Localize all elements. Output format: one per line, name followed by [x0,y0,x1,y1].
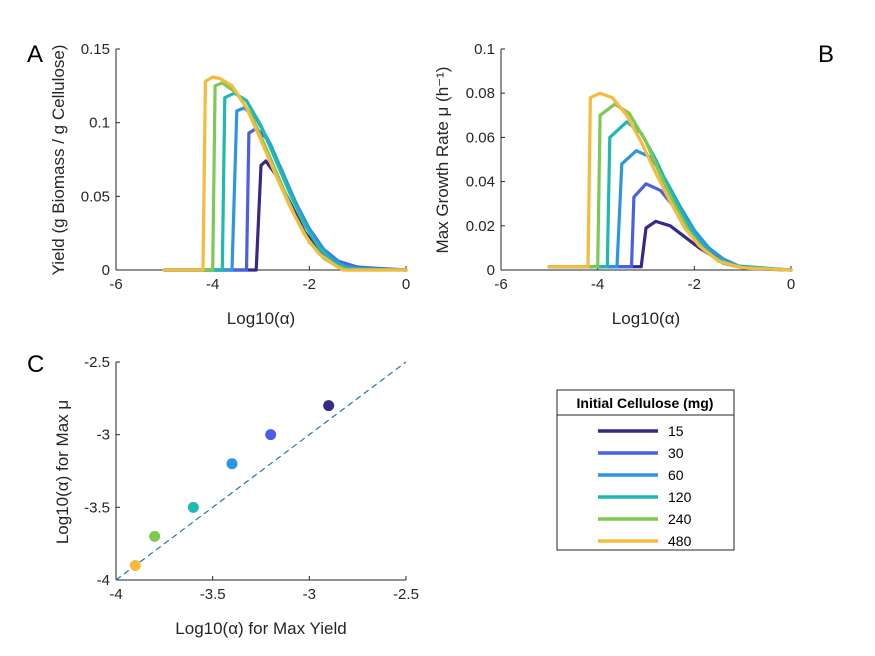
legend-label-240: 240 [668,511,692,527]
y-tick-label: 0.1 [89,115,110,132]
x-tick-label: -3 [303,586,316,603]
x-tick-label: -4 [591,276,604,293]
x-tick-label: 0 [402,276,410,293]
panel-c-marks: -4 -3.5 -3 -2.5 -4 -3.5 -3 -2.5 [84,354,419,603]
legend-label-120: 120 [668,489,692,505]
x-tick-label: -3.5 [200,586,226,603]
y-tick-label: -3.5 [84,499,110,516]
panel-a-ylabel: Yield (g Biomass / g Cellulose) [49,45,68,276]
x-tick-label: -6 [494,276,507,293]
panel-c-ylabel: Log10(α) for Max μ [53,400,72,544]
panel-c-xlabel: Log10(α) for Max Yield [175,619,346,638]
scatter-point-30 [265,429,277,441]
legend-label-15: 15 [668,423,684,439]
x-tick-label: -4 [109,586,122,603]
scatter-point-15 [323,400,335,412]
y-tick-label: 0 [487,262,495,279]
legend-box [556,389,735,551]
panel-a-label: A [27,41,43,68]
series-line-60 [547,149,793,272]
y-tick-label: 0.02 [466,218,495,235]
series-line-480 [162,75,408,272]
x-tick-label: -6 [109,276,122,293]
scatter-point-240 [149,530,161,542]
scatter-point-60 [226,458,238,470]
legend-label-480: 480 [668,533,692,549]
y-tick-label: 0.1 [474,41,495,58]
x-tick-label: -2 [688,276,701,293]
y-tick-label: 0.08 [466,85,495,102]
y-tick-label: 0.04 [466,174,495,191]
x-tick-label: -2.5 [393,586,419,603]
legend: Initial Cellulose (mg) 15 30 60 120 240 480 [556,389,735,551]
x-tick-label: 0 [787,276,795,293]
panel-a-yield-chart: A -6 -4 -2 0 0 0.05 0.1 0.15 Log10(α) Yield (g … [27,41,410,328]
legend-entries: 15 30 60 120 240 480 [598,423,692,549]
series-line-15 [547,219,793,272]
panel-c-scatter-chart: C -4 -3.5 -3 -2.5 -4 -3.5 -3 -2.5 Log10(α) for … [27,351,419,638]
y-tick-label: 0 [102,262,110,279]
panel-a-marks: -6 -4 -2 0 0 0.05 0.1 0.15 [81,41,410,293]
y-tick-label: -2.5 [84,354,110,371]
legend-label-30: 30 [668,445,684,461]
panel-b-growth-rate-chart: B -6 -4 -2 0 0 0.02 0.04 0.06 0.08 0.1 Log10(α) M… [433,41,834,328]
scatter-point-480 [129,559,141,571]
y-tick-label: -4 [97,572,110,589]
panel-b-ylabel: Max Growth Rate μ (h⁻¹) [433,67,452,254]
y-tick-label: -3 [97,427,110,444]
y-tick-label: 0.15 [81,41,110,58]
x-tick-label: -4 [206,276,219,293]
panel-c-label: C [27,351,44,378]
series-line-120 [162,91,408,272]
panel-b-xlabel: Log10(α) [612,309,680,328]
y-tick-label: 0.05 [81,188,110,205]
panel-b-marks: -6 -4 -2 0 0 0.02 0.04 0.06 0.08 0.1 [466,41,795,293]
series-line-480 [547,91,793,272]
panel-a-xlabel: Log10(α) [227,309,295,328]
legend-title: Initial Cellulose (mg) [577,395,714,411]
x-tick-label: -2 [303,276,316,293]
legend-label-60: 60 [668,467,684,483]
scatter-point-120 [187,501,199,513]
y-tick-label: 0.06 [466,129,495,146]
panel-b-label: B [818,41,834,68]
reference-diagonal-line [115,361,407,581]
